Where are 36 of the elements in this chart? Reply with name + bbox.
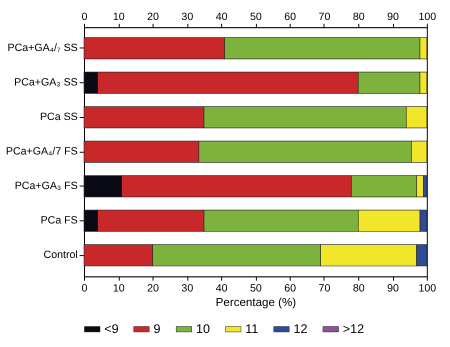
x-axis-title: Percentage (%) [216,296,296,309]
x2-tick-label: 30 [181,282,194,294]
x2-tick-label: 10 [112,282,125,294]
x2-tick-label: 20 [147,282,160,294]
y-tick-label: PCa+GA₄/7 FS [6,146,78,158]
x-tick-label: 20 [147,10,160,23]
y-tick-label: PCa+GA₃ SS [14,76,78,89]
x-tick-label: 10 [112,10,125,23]
x-tick-label: 0 [82,10,88,23]
x-tick-label: 90 [387,10,400,23]
legend-label: >12 [342,322,364,336]
x2-tick-label: 0 [82,282,88,294]
legend-label: 12 [294,322,308,336]
x-tick-label: 80 [352,10,365,23]
y-tick-label: PCa FS [40,214,78,227]
x2-tick-label: 60 [284,282,296,294]
x2-tick-label: 80 [352,282,365,294]
x2-tick-label: 70 [318,282,330,294]
legend-label: 9 [154,322,161,336]
legend-label: <9 [104,322,119,336]
x2-tick-label: 50 [250,282,262,294]
x2-tick-label: 90 [387,282,400,294]
y-tick-label: PCa+GA₃ FS [14,180,78,192]
x-tick-label: 70 [318,10,330,23]
x2-tick-label: 40 [216,282,228,294]
x-tick-label: 50 [250,10,262,23]
y-tick-label: PCa SS [40,111,78,124]
x-tick-label: 40 [216,10,228,23]
legend-label: 11 [245,322,258,336]
y-tick-label: Control [44,249,78,262]
x2-tick-label: 100 [418,282,436,294]
legend-label: 10 [196,322,210,336]
x-tick-label: 100 [418,10,436,23]
x-tick-label: 30 [181,10,194,23]
x-tick-label: 60 [284,10,296,23]
y-tick-label: PCa+GA₄/₇ SS [8,42,78,54]
